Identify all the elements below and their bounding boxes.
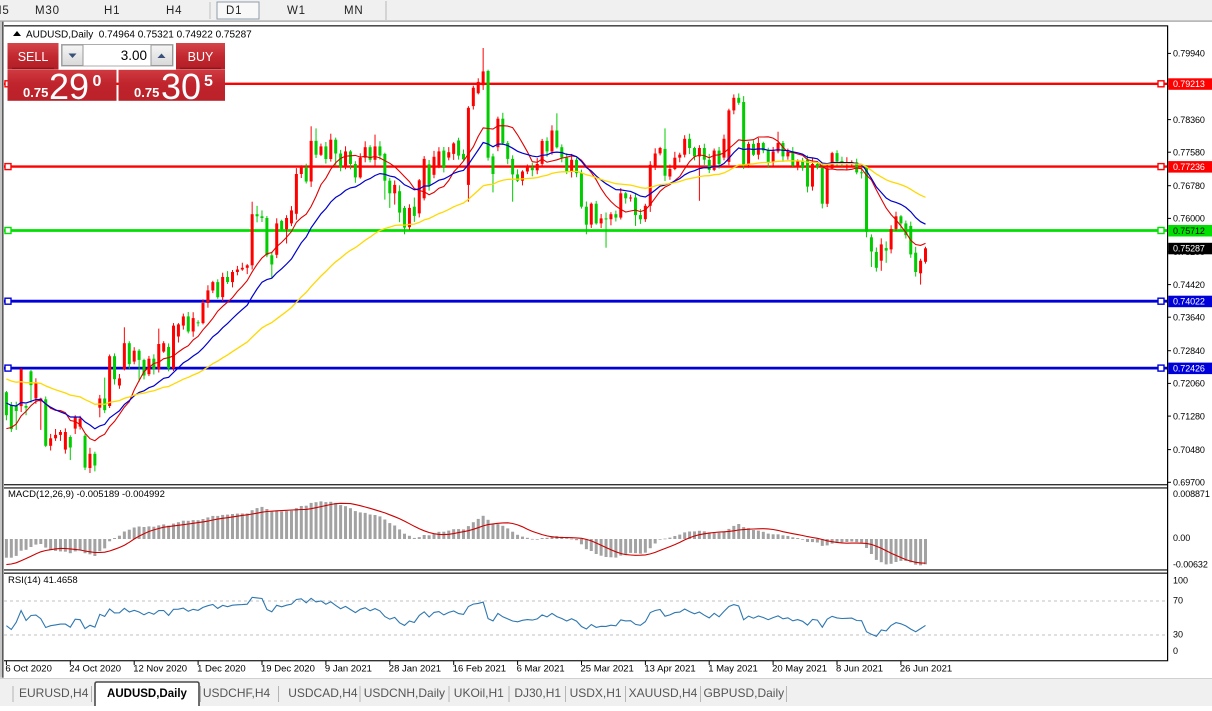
svg-text:0.73640: 0.73640 [1173, 312, 1205, 322]
svg-text:26 Jun 2021: 26 Jun 2021 [900, 664, 952, 675]
svg-text:0.76000: 0.76000 [1173, 214, 1205, 224]
svg-text:W1: W1 [287, 5, 306, 17]
svg-text:BUY: BUY [188, 50, 214, 64]
svg-text:12 Nov 2020: 12 Nov 2020 [133, 664, 187, 675]
svg-text:9 Jan 2021: 9 Jan 2021 [325, 664, 372, 675]
svg-text:0.77236: 0.77236 [1173, 162, 1205, 172]
svg-text:0.72060: 0.72060 [1173, 379, 1205, 389]
svg-text:6 Mar 2021: 6 Mar 2021 [517, 664, 565, 675]
svg-text:1 Dec 2020: 1 Dec 2020 [197, 664, 246, 675]
svg-text:0.69700: 0.69700 [1173, 478, 1205, 488]
svg-text:H1: H1 [104, 5, 120, 17]
svg-text:0.75712: 0.75712 [1173, 226, 1205, 236]
svg-text:RSI(14) 41.4658: RSI(14) 41.4658 [8, 575, 78, 586]
svg-text:1 May 2021: 1 May 2021 [708, 664, 758, 675]
svg-text:-0.00632: -0.00632 [1173, 560, 1208, 570]
svg-text:SELL: SELL [18, 50, 49, 64]
svg-text:0.76780: 0.76780 [1173, 181, 1205, 191]
svg-text:6 Oct 2020: 6 Oct 2020 [5, 664, 51, 675]
svg-text:20 May 2021: 20 May 2021 [772, 664, 827, 675]
svg-text:0.71280: 0.71280 [1173, 411, 1205, 421]
svg-text:100: 100 [1173, 576, 1188, 586]
svg-text:MN: MN [344, 5, 364, 17]
svg-text:0.00: 0.00 [1173, 533, 1190, 543]
svg-text:16 Feb 2021: 16 Feb 2021 [453, 664, 506, 675]
svg-text:H4: H4 [166, 5, 182, 17]
svg-text:0: 0 [93, 73, 102, 90]
svg-text:0.008871: 0.008871 [1173, 489, 1210, 499]
svg-text:24 Oct 2020: 24 Oct 2020 [69, 664, 121, 675]
svg-text:0.74420: 0.74420 [1173, 280, 1205, 290]
svg-text:USDCHF,H4: USDCHF,H4 [203, 686, 271, 700]
svg-text:0.72840: 0.72840 [1173, 346, 1205, 356]
svg-text:0.77580: 0.77580 [1173, 147, 1205, 157]
svg-text:MACD(12,26,9) -0.005189 -0.004: MACD(12,26,9) -0.005189 -0.004992 [8, 489, 165, 500]
svg-text:0.79940: 0.79940 [1173, 49, 1205, 59]
svg-text:0.75: 0.75 [134, 85, 159, 100]
svg-text:30: 30 [161, 66, 201, 107]
svg-text:AUDUSD,Daily: AUDUSD,Daily [107, 688, 187, 700]
svg-text:XAUUSD,H4: XAUUSD,H4 [629, 686, 698, 700]
svg-text:USDCAD,H4: USDCAD,H4 [288, 686, 358, 700]
svg-text:8 Jun 2021: 8 Jun 2021 [836, 664, 883, 675]
svg-text:USDX,H1: USDX,H1 [570, 686, 622, 700]
svg-text:M5: M5 [0, 5, 10, 17]
svg-text:19 Dec 2020: 19 Dec 2020 [261, 664, 315, 675]
svg-text:0: 0 [1173, 646, 1178, 656]
svg-text:5: 5 [204, 73, 213, 90]
svg-text:DJ30,H1: DJ30,H1 [514, 686, 561, 700]
svg-text:0.75287: 0.75287 [1173, 244, 1205, 254]
svg-text:D1: D1 [226, 5, 242, 17]
svg-text:30: 30 [1173, 630, 1183, 640]
svg-text:25 Mar 2021: 25 Mar 2021 [581, 664, 634, 675]
svg-text:EURUSD,H4: EURUSD,H4 [19, 686, 89, 700]
svg-text:3.00: 3.00 [121, 48, 147, 63]
svg-text:28 Jan 2021: 28 Jan 2021 [389, 664, 441, 675]
svg-text:0.78360: 0.78360 [1173, 115, 1205, 125]
svg-text:GBPUSD,Daily: GBPUSD,Daily [703, 686, 784, 700]
svg-text:70: 70 [1173, 596, 1183, 606]
svg-text:AUDUSD,Daily 0.74964 0.75321: AUDUSD,Daily 0.74964 0.75321 0.74922 0.7… [26, 30, 252, 41]
svg-text:0.74022: 0.74022 [1173, 297, 1205, 307]
svg-text:0.72426: 0.72426 [1173, 364, 1205, 374]
svg-text:29: 29 [49, 66, 89, 107]
svg-text:0.79213: 0.79213 [1173, 79, 1205, 89]
svg-text:UKOil,H1: UKOil,H1 [454, 686, 504, 700]
svg-text:M30: M30 [35, 5, 60, 17]
svg-text:USDCNH,Daily: USDCNH,Daily [364, 686, 445, 700]
svg-text:13 Apr 2021: 13 Apr 2021 [644, 664, 695, 675]
svg-text:0.75: 0.75 [23, 85, 48, 100]
svg-text:0.70480: 0.70480 [1173, 445, 1205, 455]
